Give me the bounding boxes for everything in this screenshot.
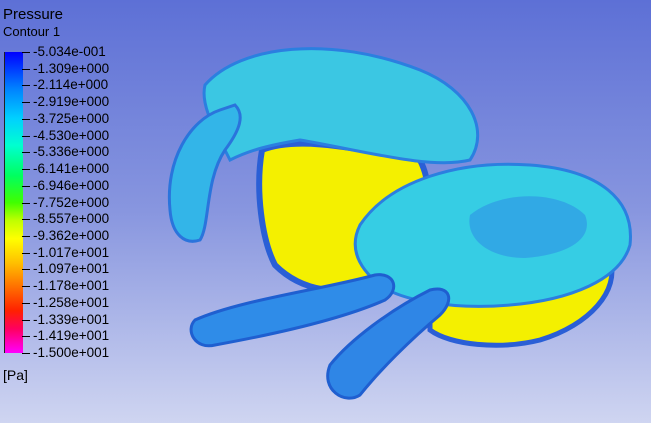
- color-bar-tick: [22, 336, 30, 337]
- color-bar-label: -1.017e+001: [33, 245, 110, 260]
- color-bar-tick: [22, 169, 30, 170]
- color-bar-tick: [22, 203, 30, 204]
- color-bar: [4, 52, 23, 353]
- color-bar-label: -2.919e+000: [33, 94, 110, 109]
- color-bar-label: -5.336e+000: [33, 144, 110, 159]
- color-bar-label: -1.500e+001: [33, 345, 110, 360]
- color-bar-label: -5.034e-001: [33, 44, 106, 59]
- color-bar-labels: -5.034e-001 -1.309e+000 -2.114e+000 -2.919e…: [33, 44, 153, 360]
- legend-units: [Pa]: [3, 367, 28, 383]
- color-bar-label: -1.339e+001: [33, 312, 110, 327]
- color-bar-label: -2.114e+000: [33, 77, 109, 92]
- color-bar-tick: [22, 119, 30, 120]
- color-bar-tick: [22, 269, 30, 270]
- color-bar-label: -1.258e+001: [33, 295, 110, 310]
- color-bar-ticks: [22, 52, 36, 354]
- color-bar-tick: [22, 52, 30, 53]
- color-bar-label: -1.419e+001: [33, 328, 110, 343]
- model-lower-tube-left: [189, 273, 396, 348]
- model-right-hole: [469, 196, 587, 258]
- legend-subtitle: Contour 1: [3, 24, 61, 39]
- color-bar-tick: [22, 186, 30, 187]
- color-bar-tick: [22, 152, 30, 153]
- color-bar-label: -9.362e+000: [33, 228, 110, 243]
- color-bar-tick: [22, 253, 30, 254]
- color-bar-label: -8.557e+000: [33, 211, 110, 226]
- color-bar-label: -6.141e+000: [33, 161, 110, 176]
- color-bar-label: -4.530e+000: [33, 128, 110, 143]
- model-left-arm: [167, 103, 242, 243]
- color-bar-label: -1.178e+001: [33, 278, 110, 293]
- model-upper-body: [202, 47, 480, 165]
- model-lower-tube-right: [326, 287, 451, 400]
- color-bar-tick: [22, 219, 30, 220]
- color-bar-tick: [22, 236, 30, 237]
- color-bar-tick: [22, 102, 30, 103]
- color-bar-tick: [22, 320, 30, 321]
- color-bar-label: -3.725e+000: [33, 111, 110, 126]
- legend-title: Pressure: [3, 6, 64, 23]
- color-bar-tick: [22, 85, 30, 86]
- color-bar-tick: [22, 136, 30, 137]
- color-bar-tick: [22, 286, 30, 287]
- color-bar-label: -1.097e+001: [33, 261, 110, 276]
- color-bar-tick: [22, 353, 30, 354]
- color-bar-label: -6.946e+000: [33, 178, 110, 193]
- color-bar-tick: [22, 303, 30, 304]
- color-bar-label: -1.309e+000: [33, 61, 110, 76]
- color-bar-label: -7.752e+000: [33, 195, 110, 210]
- color-bar-tick: [22, 69, 30, 70]
